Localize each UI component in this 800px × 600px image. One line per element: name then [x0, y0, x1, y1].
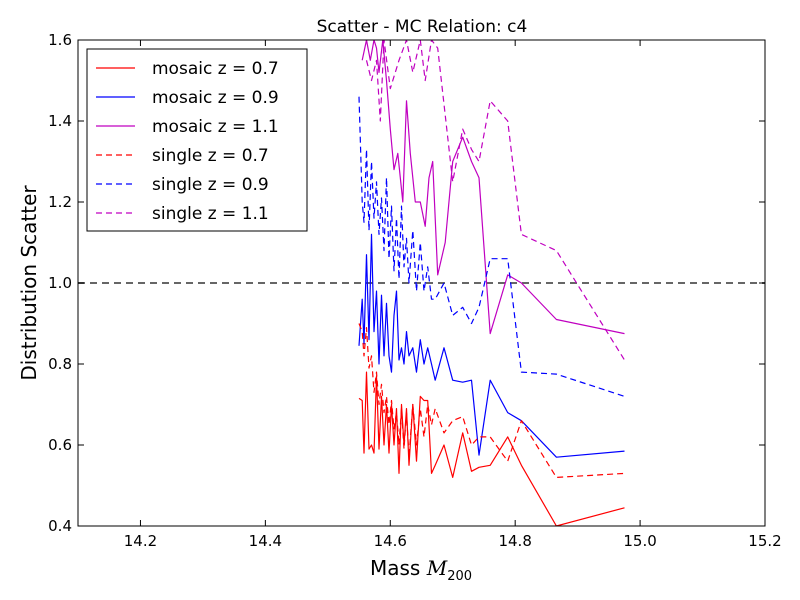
legend: mosaic z = 0.7 mosaic z = 0.9 mosaic z = 1…: [86, 48, 308, 232]
x-axis-label: Mass M200: [370, 556, 472, 584]
y-tick-label: 1.0: [48, 274, 72, 292]
x-tick-label: 14.4: [249, 532, 282, 550]
legend-label-4: single z = 0.7: [152, 146, 269, 166]
x-tick-label: 14.8: [498, 532, 531, 550]
legend-label-2: mosaic z = 0.9: [152, 88, 279, 108]
y-tick-label: 1.4: [48, 112, 72, 130]
y-tick-label: 1.6: [48, 31, 72, 49]
series-line-2: [358, 233, 625, 458]
y-tick-label: 1.2: [48, 193, 72, 211]
legend-label-3: mosaic z = 1.1: [152, 117, 279, 137]
legend-label-6: single z = 1.1: [152, 204, 269, 224]
x-axis-label-subscript: 200: [447, 569, 472, 584]
y-tick-label: 0.4: [48, 517, 72, 535]
x-tick-label: 15.2: [748, 532, 781, 550]
y-tick-label: 0.6: [48, 436, 72, 454]
legend-label-1: mosaic z = 0.7: [152, 59, 279, 79]
x-tick-label: 14.2: [124, 532, 157, 550]
plot-frame: [77, 39, 766, 527]
axis-ticks: 14.2 14.4 14.6 14.8 15.0 15.2 0.4 0.6 0.8 1.0 1.2 1…: [48, 31, 782, 550]
x-axis-label-text: Mass: [370, 556, 427, 580]
series-line-3: [361, 40, 625, 335]
legend-label-5: single z = 0.9: [152, 175, 269, 195]
x-tick-label: 15.0: [623, 532, 656, 550]
x-tick-label: 14.6: [374, 532, 407, 550]
series-line-6: [365, 40, 626, 361]
series-group: [358, 40, 626, 526]
series-line-5: [358, 96, 625, 397]
y-axis-label: Distribution Scatter: [17, 185, 41, 381]
chart-title: Scatter - MC Relation: c4: [317, 17, 528, 37]
legend-box: [86, 48, 308, 232]
series-line-4: [358, 323, 625, 478]
x-axis-label-math: M: [426, 556, 448, 580]
series-line-1: [358, 371, 625, 526]
y-tick-label: 0.8: [48, 355, 72, 373]
